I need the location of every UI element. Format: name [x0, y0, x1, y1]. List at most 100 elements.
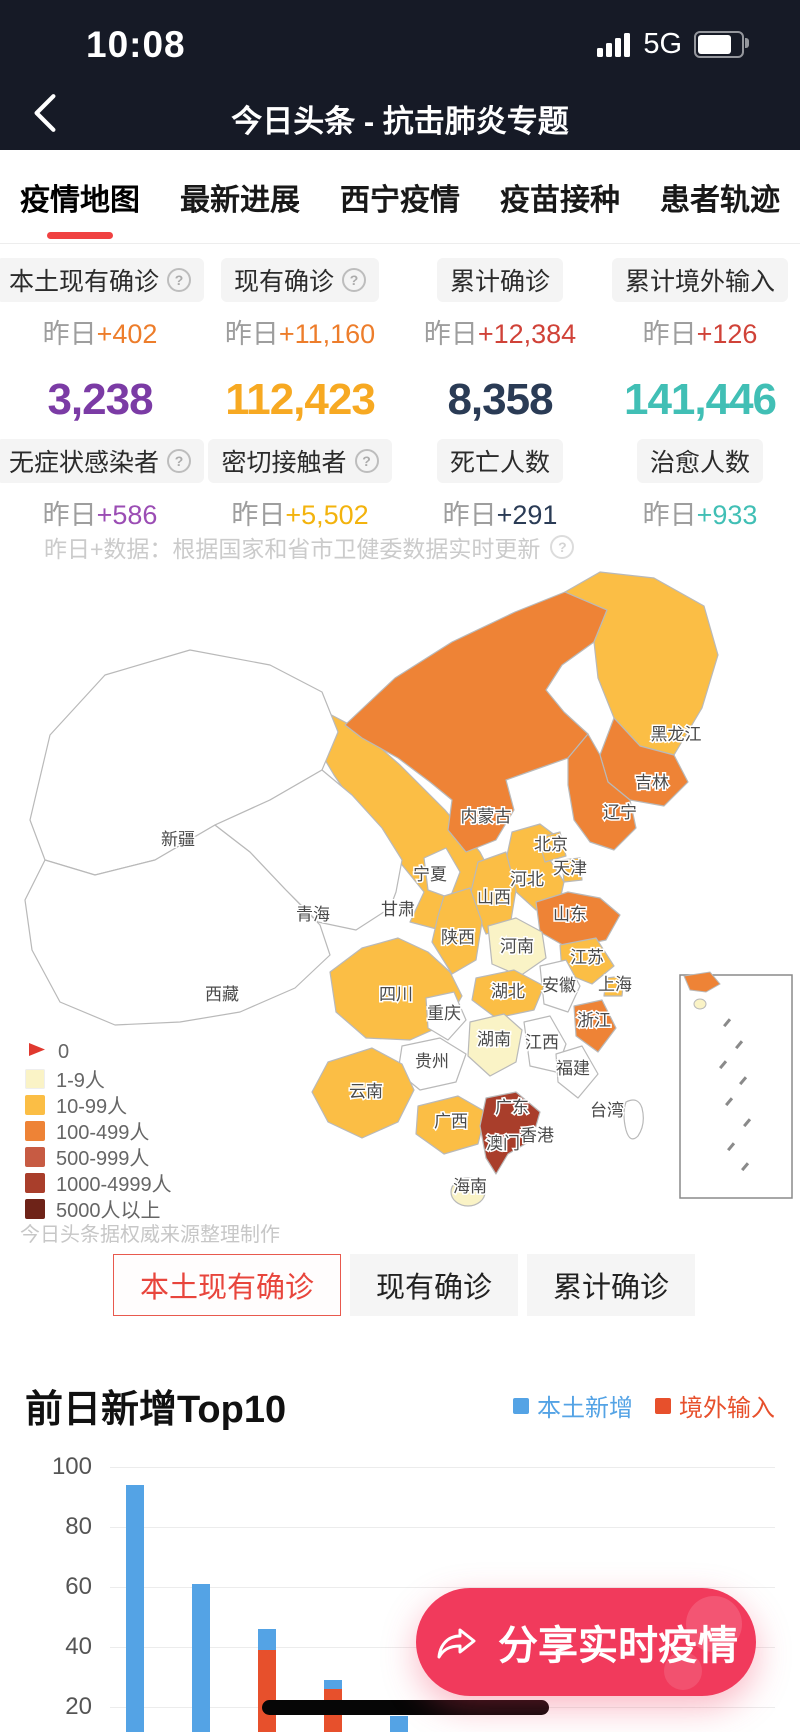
province-label-ningxia: 宁夏: [413, 865, 447, 884]
province-label-xinjiang: 新疆: [161, 830, 195, 849]
province-ningxia[interactable]: [423, 847, 461, 899]
help-icon[interactable]: ?: [342, 268, 366, 292]
map-legend: 0 1-9人 10-99人 100-499人 500-999人 1000-4999人 500…: [25, 1041, 172, 1222]
chart-legend-item: 本土新增: [513, 1388, 633, 1423]
share-button[interactable]: 分享实时疫情: [416, 1588, 756, 1696]
y-axis-tick-label: 40: [65, 1633, 92, 1660]
chart-title: 前日新增Top10: [25, 1389, 287, 1431]
tab-xining-epidemic[interactable]: 西宁疫情: [340, 150, 460, 243]
province-label-shandong: 山东: [553, 905, 587, 924]
stat-column-existing-confirmed: 现有确诊? 昨日+11,160 112,423 密切接触者? 昨日+5,502: [200, 244, 400, 532]
map-metric-button-local-existing-confirmed[interactable]: 本土现有确诊: [113, 1254, 342, 1316]
delta-prefix: 昨日: [642, 319, 697, 349]
province-guangxi[interactable]: [415, 1095, 487, 1155]
province-zhejiang[interactable]: [573, 999, 617, 1053]
province-label-taiwan: 台湾: [590, 1101, 624, 1120]
province-chongqing[interactable]: [425, 991, 467, 1041]
province-label-beijing: 北京: [534, 835, 568, 854]
province-taiwan[interactable]: [623, 1099, 644, 1140]
stat-label-local-existing-confirmed: 本土现有确诊?: [0, 258, 205, 302]
tab-label: 患者轨迹: [660, 183, 780, 217]
tab-patient-tracks[interactable]: 患者轨迹: [660, 150, 780, 243]
delta-value: +586: [96, 500, 158, 530]
delta-prefix: 昨日: [423, 319, 478, 349]
legend-label: 1-9人: [56, 1070, 105, 1092]
legend-square-icon: [513, 1397, 529, 1414]
help-icon[interactable]: ?: [167, 268, 192, 292]
delta-prefix: 昨日: [42, 319, 97, 349]
province-label-liaoning: 辽宁: [603, 803, 637, 822]
province-fujian[interactable]: [555, 1045, 599, 1099]
stat-column-cumulative-imported: 累计境外输入 昨日+126 141,446 治愈人数 昨日+933: [600, 244, 800, 532]
bar-local: [192, 1584, 210, 1732]
network-type-label: 5G: [643, 28, 682, 60]
province-label-guangdong: 广东: [495, 1098, 529, 1117]
legend-swatch: [25, 1094, 45, 1115]
help-icon[interactable]: ?: [354, 449, 379, 473]
stat-label-cumulative-confirmed-secondary: 死亡人数: [436, 439, 563, 483]
tab-epidemic-map[interactable]: 疫情地图: [20, 150, 140, 243]
province-shaanxi[interactable]: [431, 887, 483, 975]
stat-label-text: 本土现有确诊: [9, 268, 160, 296]
province-label-tibet: 西藏: [205, 985, 239, 1004]
legend-swatch: [25, 1146, 45, 1167]
stat-label-existing-confirmed: 现有确诊?: [220, 258, 379, 302]
tab-vaccination[interactable]: 疫苗接种: [500, 150, 620, 243]
stat-delta-cumulative-imported: 昨日+126: [643, 312, 758, 351]
gridline: [110, 1527, 775, 1528]
stat-label-text: 治愈人数: [649, 449, 750, 477]
legend-swatch: [25, 1172, 45, 1193]
delta-prefix: 昨日: [42, 500, 97, 530]
back-button[interactable]: [26, 92, 64, 134]
legend-swatch: [25, 1068, 45, 1089]
bar-imported: [258, 1650, 276, 1732]
province-shandong[interactable]: [535, 891, 621, 949]
map-metric-button-cumulative-confirmed[interactable]: 累计确诊: [527, 1254, 696, 1316]
province-henan[interactable]: [487, 917, 547, 977]
active-tab-underline: [47, 232, 113, 239]
tab-latest-progress[interactable]: 最新进展: [180, 150, 300, 243]
stat-label-cumulative-imported: 累计境外输入: [611, 258, 788, 302]
stat-column-cumulative-confirmed: 累计确诊 昨日+12,384 8,358 死亡人数 昨日+291: [400, 244, 600, 532]
province-liaoning[interactable]: [567, 733, 637, 851]
delta-prefix: 昨日: [224, 319, 279, 349]
province-label-heilongjiang: 黑龙江: [651, 725, 702, 744]
delta-value: +402: [96, 319, 158, 349]
province-label-macau: 澳门: [486, 1134, 520, 1153]
province-beijing[interactable]: [537, 831, 567, 863]
province-hunan[interactable]: [467, 1013, 523, 1077]
gridline: [110, 1467, 775, 1468]
province-label-guangxi: 广西: [434, 1112, 468, 1131]
province-qinghai[interactable]: [214, 769, 403, 931]
province-label-shanxi: 山西: [477, 888, 511, 907]
province-label-tianjin: 天津: [553, 859, 587, 878]
legend-row-10-99: 10-99人: [25, 1094, 172, 1118]
province-label-inner-mongolia: 内蒙古: [461, 807, 512, 826]
province-tianjin[interactable]: [561, 857, 583, 883]
bar-local: [390, 1716, 408, 1732]
help-icon[interactable]: ?: [167, 449, 192, 473]
legend-label: 5000人以上: [56, 1200, 161, 1222]
province-yunnan[interactable]: [311, 1047, 415, 1139]
province-label-yunnan: 云南: [349, 1082, 383, 1101]
help-icon[interactable]: ?: [550, 535, 575, 559]
province-anhui[interactable]: [539, 959, 581, 1013]
stat-label-cumulative-confirmed: 累计确诊: [436, 258, 563, 302]
stats-panel: 本土现有确诊? 昨日+402 3,238 无症状感染者? 昨日+586 现有确诊? 昨日+1…: [0, 244, 800, 532]
legend-swatch: [25, 1120, 45, 1141]
map-credit: 今日头条据权威来源整理制作: [20, 1224, 280, 1246]
tab-label: 西宁疫情: [340, 183, 460, 217]
province-shanghai[interactable]: [603, 975, 625, 997]
province-hubei[interactable]: [471, 969, 545, 1019]
province-tibet[interactable]: [24, 824, 331, 1026]
stat-delta-local-existing-confirmed-secondary: 昨日+586: [43, 493, 158, 532]
delta-value: +291: [496, 500, 558, 530]
map-metric-button-existing-confirmed[interactable]: 现有确诊: [350, 1254, 519, 1316]
province-label-shaanxi: 陕西: [441, 928, 475, 947]
tab-label: 疫苗接种: [500, 183, 620, 217]
y-axis-tick-label: 60: [65, 1573, 92, 1600]
province-guangdong[interactable]: [479, 1091, 541, 1175]
province-hainan[interactable]: [450, 1177, 486, 1207]
province-label-jiangxi: 江西: [525, 1033, 559, 1052]
province-label-hainan: 海南: [453, 1177, 487, 1196]
